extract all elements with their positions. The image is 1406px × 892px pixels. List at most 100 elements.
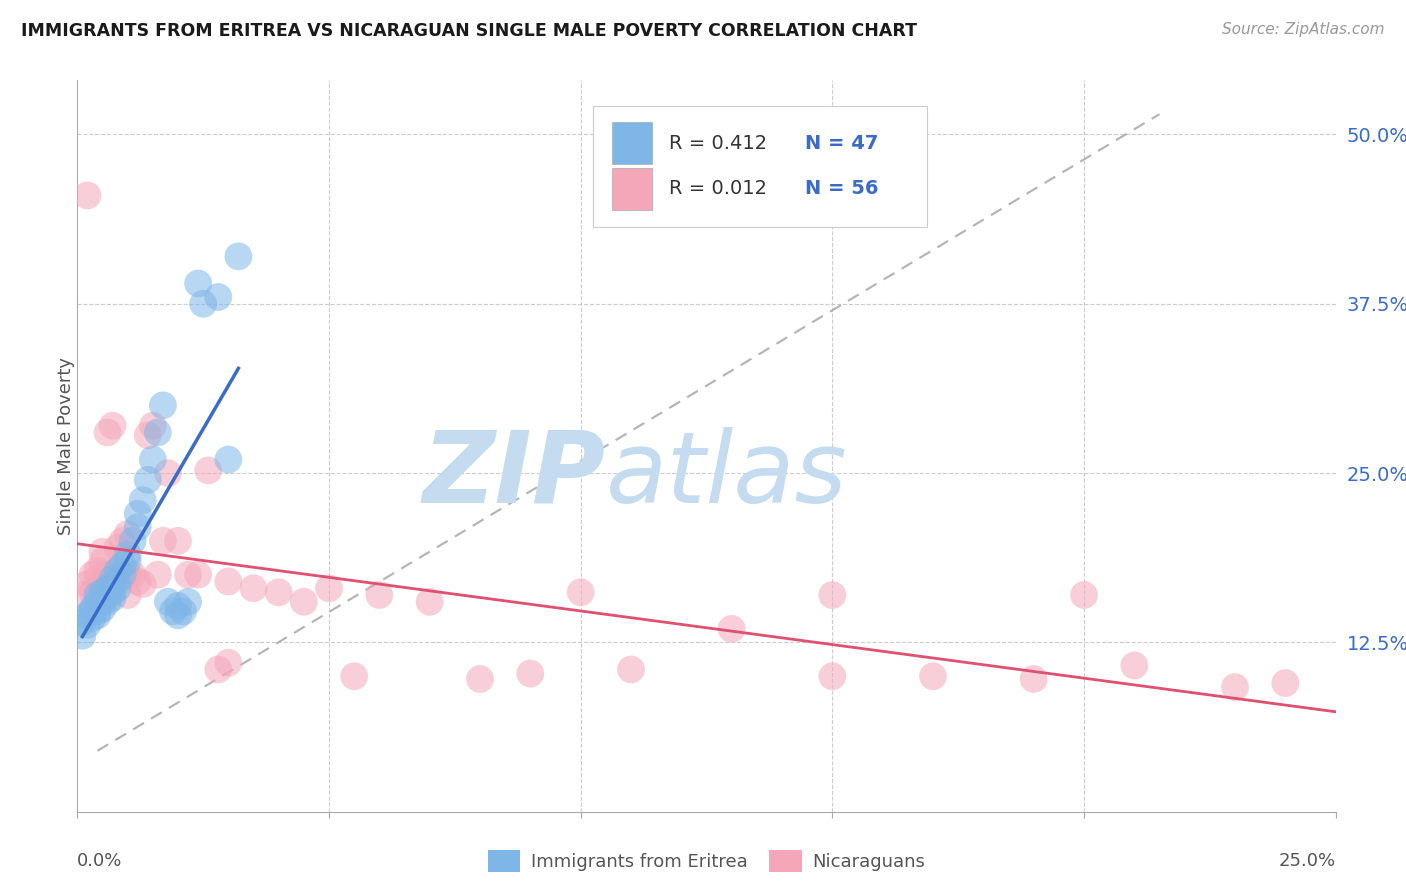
Point <box>922 669 945 683</box>
Point <box>177 567 200 582</box>
Text: 25.0%: 25.0% <box>1278 852 1336 870</box>
Text: ZIP: ZIP <box>423 426 606 524</box>
Point <box>142 418 165 433</box>
Point <box>821 669 844 683</box>
Point <box>107 567 129 582</box>
Point <box>101 572 124 586</box>
Point <box>228 249 250 263</box>
Point <box>292 595 315 609</box>
Point <box>86 572 108 586</box>
Point <box>136 473 159 487</box>
Point <box>1073 588 1095 602</box>
Point <box>96 581 118 595</box>
Point <box>82 585 104 599</box>
Point <box>187 567 209 582</box>
Text: N = 56: N = 56 <box>804 179 879 198</box>
Legend: Immigrants from Eritrea, Nicaraguans: Immigrants from Eritrea, Nicaraguans <box>481 843 932 880</box>
Point <box>91 601 114 615</box>
Point <box>132 577 155 591</box>
Point <box>111 558 134 573</box>
Point <box>191 297 215 311</box>
Point <box>121 533 143 548</box>
Point <box>569 585 592 599</box>
Point <box>217 656 239 670</box>
Point <box>136 428 159 442</box>
Point <box>86 608 108 623</box>
Point <box>91 595 114 609</box>
Point <box>101 418 124 433</box>
Point <box>117 554 139 568</box>
Point <box>156 595 179 609</box>
Point <box>821 588 844 602</box>
Point <box>76 617 98 632</box>
Point <box>1223 680 1246 694</box>
Point <box>318 581 340 595</box>
Point <box>76 188 98 202</box>
FancyBboxPatch shape <box>593 106 927 227</box>
Point <box>96 567 118 582</box>
Point <box>91 577 114 591</box>
Point <box>96 595 118 609</box>
Point <box>1123 658 1146 673</box>
Point <box>156 466 179 480</box>
Point <box>76 608 98 623</box>
Point <box>1274 676 1296 690</box>
Point <box>121 567 143 582</box>
Point <box>111 567 134 582</box>
FancyBboxPatch shape <box>612 168 652 211</box>
Point <box>101 572 124 586</box>
Point <box>187 277 209 291</box>
Point <box>172 604 194 618</box>
Point <box>217 452 239 467</box>
Point <box>146 425 169 440</box>
Point <box>127 520 149 534</box>
Point <box>72 629 94 643</box>
Point <box>111 567 134 582</box>
Point <box>117 588 139 602</box>
Point <box>197 463 219 477</box>
Text: IMMIGRANTS FROM ERITREA VS NICARAGUAN SINGLE MALE POVERTY CORRELATION CHART: IMMIGRANTS FROM ERITREA VS NICARAGUAN SI… <box>21 22 917 40</box>
Point <box>107 541 129 555</box>
Point <box>101 585 124 599</box>
Point <box>101 591 124 605</box>
Text: R = 0.012: R = 0.012 <box>669 179 766 198</box>
Text: 0.0%: 0.0% <box>77 852 122 870</box>
Point <box>167 608 190 623</box>
Point <box>117 527 139 541</box>
Point <box>86 588 108 602</box>
Point <box>111 533 134 548</box>
Point <box>91 585 114 599</box>
Point <box>720 622 742 636</box>
Point <box>82 604 104 618</box>
Point <box>167 599 190 613</box>
Point <box>468 672 491 686</box>
Point <box>107 574 129 589</box>
Point <box>91 554 114 568</box>
Point <box>368 588 391 602</box>
Point <box>82 567 104 582</box>
Point <box>142 452 165 467</box>
Text: N = 47: N = 47 <box>804 134 877 153</box>
Point <box>419 595 441 609</box>
Point <box>82 611 104 625</box>
Point <box>162 604 184 618</box>
Point <box>117 567 139 582</box>
Point <box>96 425 118 440</box>
Point <box>86 564 108 578</box>
Point <box>127 507 149 521</box>
Point <box>177 595 200 609</box>
Point <box>86 595 108 609</box>
Point <box>132 493 155 508</box>
Text: R = 0.412: R = 0.412 <box>669 134 766 153</box>
FancyBboxPatch shape <box>612 122 652 164</box>
Point <box>107 581 129 595</box>
Point <box>76 577 98 591</box>
Text: atlas: atlas <box>606 426 848 524</box>
Point <box>127 574 149 589</box>
Point <box>107 564 129 578</box>
Point <box>96 588 118 602</box>
Point <box>152 398 174 412</box>
Point <box>167 533 190 548</box>
Point <box>519 666 541 681</box>
Point <box>207 290 229 304</box>
